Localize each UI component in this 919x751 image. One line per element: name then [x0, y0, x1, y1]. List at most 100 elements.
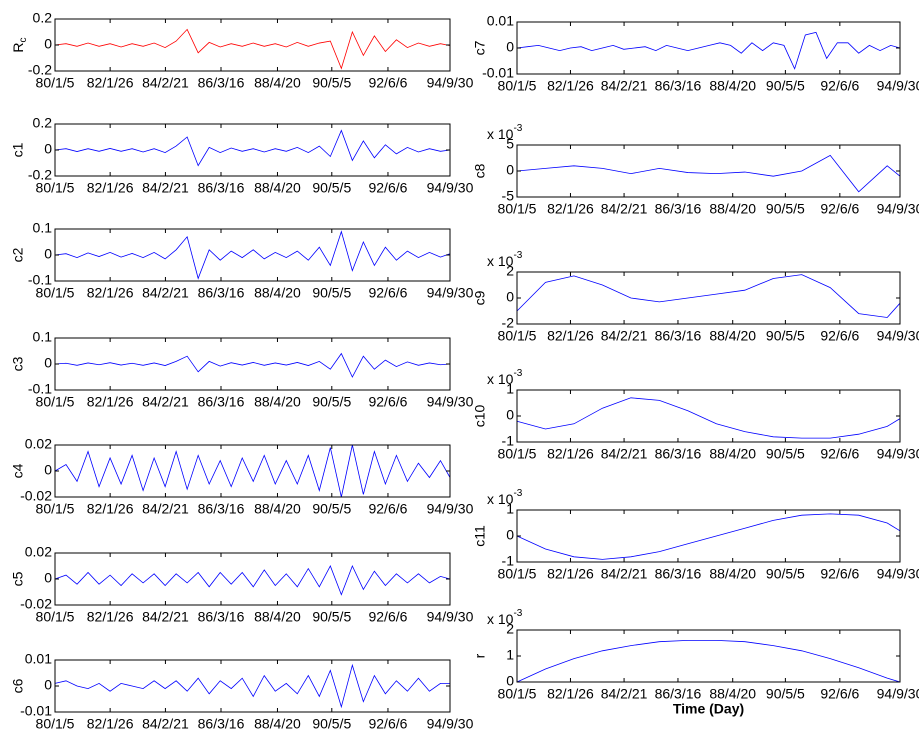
- x-tick-label: 92/6/6: [820, 566, 859, 582]
- y-label-main: R: [10, 42, 26, 52]
- signal-line: [54, 663, 450, 709]
- x-tick-label: 82/1/26: [547, 328, 594, 344]
- axes-frame: [516, 629, 901, 683]
- x-tick-label: 90/5/5: [766, 201, 805, 217]
- x-tick-label: 88/4/20: [254, 180, 301, 196]
- x-tick-label: 82/1/26: [547, 446, 594, 462]
- y-tick-label: -0.01: [20, 703, 52, 719]
- x-tick-label: 84/2/21: [142, 75, 189, 91]
- subplot: 80/1/5 82/1/26 84/2/21 86/3/16 88/4/20 90/5/5…: [10, 436, 474, 517]
- x-tick-label: 86/3/16: [655, 566, 702, 582]
- y-tick-label: 1: [506, 381, 514, 397]
- signal-line: [516, 397, 901, 439]
- subplot: 80/1/5 82/1/26 84/2/21 86/3/16 88/4/20 90/5/5…: [10, 651, 474, 732]
- y-tick-label: 0.01: [25, 651, 52, 667]
- signal-line: [54, 352, 451, 378]
- x-tick-label: 82/1/26: [87, 285, 134, 301]
- offset-exponent: -3: [513, 488, 522, 499]
- x-tick-label: 92/6/6: [368, 394, 407, 410]
- y-tick-label: 0: [44, 246, 52, 262]
- axes-frame: [516, 509, 901, 563]
- x-tick-label: 88/4/20: [254, 716, 301, 732]
- signal-line: [54, 129, 451, 167]
- x-tick-label: 80/1/5: [36, 716, 75, 732]
- x-tick-label: 86/3/16: [198, 501, 245, 517]
- signal-line: [54, 444, 451, 498]
- x-tick-label: 94/9/30: [427, 716, 474, 732]
- y-tick-label: -0.01: [482, 65, 514, 81]
- y-axis-label: c3: [10, 356, 26, 371]
- x-tick-label: 90/5/5: [766, 686, 805, 702]
- y-tick-label: -0.02: [20, 488, 52, 504]
- x-tick-label: 84/2/21: [142, 716, 189, 732]
- y-tick-label: 0.02: [25, 436, 52, 452]
- x-tick-label: 80/1/5: [36, 75, 75, 91]
- y-tick-label: 0: [44, 141, 52, 157]
- x-tick-label: 88/4/20: [254, 394, 301, 410]
- x-tick-label: 80/1/5: [36, 394, 75, 410]
- y-tick-label: 0: [44, 36, 52, 52]
- x-tick-label: 84/2/21: [142, 285, 189, 301]
- x-tick-label: 90/5/5: [766, 328, 805, 344]
- x-tick-label: 86/3/16: [198, 394, 245, 410]
- y-tick-label: 0: [44, 462, 52, 478]
- x-tick-label: 82/1/26: [547, 566, 594, 582]
- subplot: 80/1/5 82/1/26 84/2/21 86/3/16 88/4/20 90/5/5…: [472, 13, 919, 94]
- y-axis-label: c5: [10, 571, 26, 586]
- y-tick-label: 5: [506, 136, 514, 152]
- offset-base: x 10: [487, 611, 514, 627]
- signal-line: [54, 230, 451, 280]
- y-tick-label: 0: [506, 162, 514, 178]
- x-tick-label: 86/3/16: [655, 201, 702, 217]
- x-tick-label: 86/3/16: [655, 78, 702, 94]
- x-tick-label: 86/3/16: [655, 686, 702, 702]
- x-tick-label: 94/9/30: [427, 501, 474, 517]
- x-tick-label: 92/6/6: [820, 201, 859, 217]
- x-tick-label: 82/1/26: [547, 78, 594, 94]
- y-tick-label: 2: [506, 263, 514, 279]
- x-tick-label: 88/4/20: [254, 75, 301, 91]
- signal-line: [516, 640, 901, 683]
- x-tick-label: 90/5/5: [766, 446, 805, 462]
- subplot: 80/1/5 82/1/26 84/2/21 86/3/16 88/4/20 90/5/5…: [472, 250, 919, 344]
- y-tick-label: 0: [44, 677, 52, 693]
- x-tick-label: 92/6/6: [368, 609, 407, 625]
- x-tick-label: 82/1/26: [87, 501, 134, 517]
- y-tick-label: 0.1: [33, 220, 53, 236]
- x-tick-label: 92/6/6: [368, 501, 407, 517]
- x-tick-label: 80/1/5: [498, 686, 537, 702]
- y-tick-label: 0: [506, 673, 514, 689]
- x-tick-label: 94/9/30: [427, 609, 474, 625]
- x-tick-label: 82/1/26: [547, 201, 594, 217]
- subplot: 80/1/5 82/1/26 84/2/21 86/3/16 88/4/20 90/5/5…: [472, 608, 919, 717]
- x-tick-label: 84/2/21: [142, 394, 189, 410]
- offset-exponent: -3: [513, 368, 522, 379]
- y-tick-label: 0.01: [487, 13, 514, 29]
- x-tick-label: 84/2/21: [601, 566, 648, 582]
- x-tick-label: 90/5/5: [766, 78, 805, 94]
- y-tick-label: -0.1: [28, 272, 52, 288]
- x-tick-label: 94/9/30: [877, 78, 919, 94]
- x-tick-label: 84/2/21: [142, 501, 189, 517]
- axes-frame: [54, 228, 451, 282]
- y-axis-label: c1: [10, 142, 26, 157]
- x-tick-label: 80/1/5: [498, 78, 537, 94]
- y-tick-label: 0.2: [33, 10, 53, 26]
- y-axis-label: c9: [472, 290, 488, 305]
- x-tick-label: 80/1/5: [498, 328, 537, 344]
- x-tick-label: 86/3/16: [198, 180, 245, 196]
- y-tick-label: -1: [502, 433, 515, 449]
- x-tick-label: 90/5/5: [312, 609, 351, 625]
- x-tick-label: 92/6/6: [368, 75, 407, 91]
- x-tick-label: 80/1/5: [498, 566, 537, 582]
- x-tick-label: 94/9/30: [427, 75, 474, 91]
- subplot: 80/1/5 82/1/26 84/2/21 86/3/16 88/4/20 90/5/5…: [10, 10, 474, 91]
- x-tick-label: 88/4/20: [709, 566, 756, 582]
- offset-exponent: -3: [513, 250, 522, 261]
- y-axis-label: r: [472, 653, 488, 658]
- y-tick-label: 1: [506, 501, 514, 517]
- x-tick-label: 86/3/16: [198, 75, 245, 91]
- offset-base: x 10: [487, 126, 514, 142]
- x-tick-label: 86/3/16: [198, 609, 245, 625]
- signal-line: [516, 274, 901, 318]
